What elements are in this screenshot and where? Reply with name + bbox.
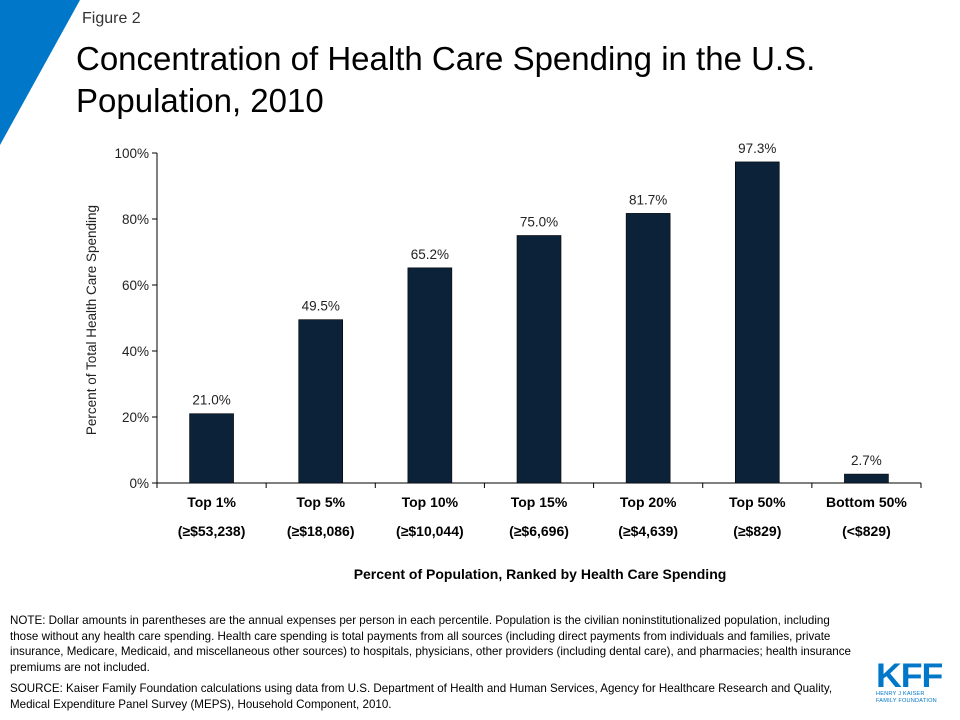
kff-logo: KFF HENRY J KAISER FAMILY FOUNDATION — [876, 659, 946, 705]
data-label: 75.0% — [520, 215, 558, 230]
x-tick-sublabel: (≥$4,639) — [618, 523, 678, 539]
figure-label: Figure 2 — [82, 10, 141, 27]
bar — [407, 267, 453, 484]
x-axis-label: Percent of Population, Ranked by Health … — [354, 566, 727, 582]
data-label: 81.7% — [629, 192, 667, 207]
x-tick-sublabel: (<$829) — [842, 523, 891, 539]
bar-chart: 0% 20% 40% 60% 80% 100% Top 1% (≥$53,238) Top 5… — [84, 141, 922, 582]
x-tick-label: Top 50% — [729, 494, 786, 510]
footnotes: NOTE: Dollar amounts in parentheses are … — [10, 613, 860, 718]
bar — [734, 161, 780, 484]
chart-title: Concentration of Health Care Spending in… — [76, 40, 816, 119]
x-tick-label: Top 20% — [620, 494, 677, 510]
bar — [516, 235, 562, 484]
y-tick-label: 80% — [122, 212, 149, 227]
x-tick-label: Top 10% — [402, 494, 459, 510]
bar — [298, 319, 344, 484]
x-tick-sublabel: (≥$829) — [733, 523, 781, 539]
source-text: SOURCE: Kaiser Family Foundation calcula… — [10, 682, 833, 711]
y-tick-label: 100% — [114, 146, 149, 161]
y-axis-label: Percent of Total Health Care Spending — [84, 205, 99, 435]
x-tick-label: Bottom 50% — [826, 494, 907, 510]
y-tick-label: 0% — [129, 476, 149, 491]
data-label: 49.5% — [302, 299, 340, 314]
data-label: 2.7% — [851, 453, 882, 468]
bars: 21.0% 49.5% 65.2% 75.0% 81.7% 97.3% 2.7% — [189, 141, 889, 484]
x-tick-sublabel: (≥$6,696) — [509, 523, 569, 539]
logo-line1: HENRY J KAISER — [876, 691, 925, 697]
data-label: 21.0% — [192, 393, 230, 408]
x-tick-label: Top 1% — [187, 494, 236, 510]
y-tick-label: 40% — [122, 344, 149, 359]
y-tick-label: 20% — [122, 410, 149, 425]
data-label: 97.3% — [738, 141, 776, 156]
x-axis: Top 1% (≥$53,238) Top 5% (≥$18,086) Top 10% (… — [156, 482, 922, 539]
data-label: 65.2% — [411, 247, 449, 262]
logo-mark: KFF — [876, 657, 943, 695]
y-axis: 0% 20% 40% 60% 80% 100% — [114, 146, 158, 491]
bar — [844, 473, 889, 484]
y-tick-label: 60% — [122, 278, 149, 293]
bar — [625, 213, 671, 484]
x-tick-sublabel: (≥$10,044) — [396, 523, 464, 539]
logo-line2: FAMILY FOUNDATION — [876, 698, 937, 704]
x-tick-label: Top 15% — [511, 494, 568, 510]
bar — [189, 413, 234, 484]
x-tick-label: Top 5% — [296, 494, 345, 510]
note-text: NOTE: Dollar amounts in parentheses are … — [10, 614, 851, 674]
x-tick-sublabel: (≥$18,086) — [287, 523, 355, 539]
corner-accent-shape — [0, 0, 80, 145]
x-tick-sublabel: (≥$53,238) — [178, 523, 246, 539]
